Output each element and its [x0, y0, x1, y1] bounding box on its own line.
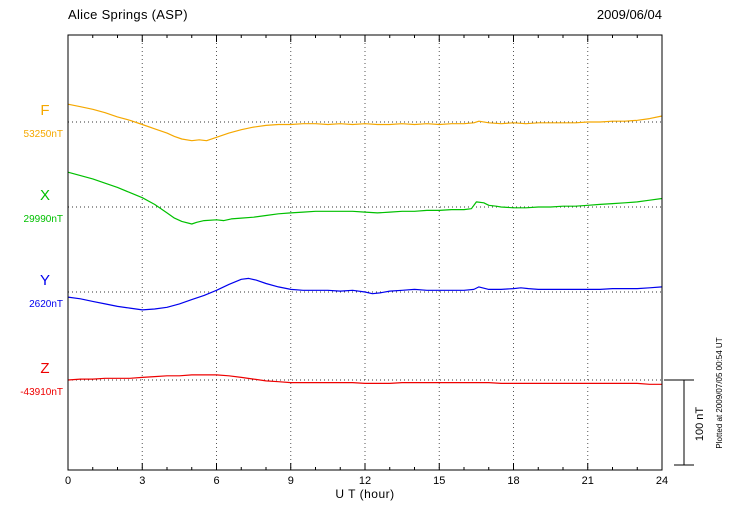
scale-bar-label: 100 nT	[694, 407, 706, 442]
x-tick-label-6: 6	[213, 475, 219, 487]
trace-Z	[67, 374, 662, 385]
channel-label-X: X	[40, 187, 50, 204]
x-tick-label-0: 0	[65, 475, 71, 487]
channel-label-Z: Z	[40, 360, 49, 377]
plotted-at-note: Plotted at 2009/07/05 00:54 UT	[715, 337, 724, 448]
trace-X	[67, 171, 663, 225]
channel-baseline-value-X: 29990nT	[24, 214, 63, 225]
x-tick-label-24: 24	[656, 475, 668, 487]
station-title: Alice Springs (ASP)	[68, 7, 188, 22]
channel-baseline-value-Y: 2620nT	[29, 299, 63, 310]
x-tick-label-18: 18	[507, 475, 519, 487]
trace-F	[67, 103, 663, 142]
x-tick-label-12: 12	[359, 475, 371, 487]
x-axis-label: U T (hour)	[335, 487, 395, 501]
channel-baseline-value-Z: -43910nT	[20, 387, 63, 398]
plot-date: 2009/06/04	[596, 7, 662, 22]
channel-label-F: F	[40, 102, 49, 119]
x-tick-label-15: 15	[433, 475, 445, 487]
x-tick-label-3: 3	[139, 475, 145, 487]
channel-baseline-value-F: 53250nT	[24, 129, 63, 140]
trace-Y	[67, 277, 663, 311]
x-tick-label-21: 21	[582, 475, 594, 487]
plot-frame	[67, 34, 663, 471]
x-tick-label-9: 9	[288, 475, 294, 487]
channel-label-Y: Y	[40, 272, 50, 289]
